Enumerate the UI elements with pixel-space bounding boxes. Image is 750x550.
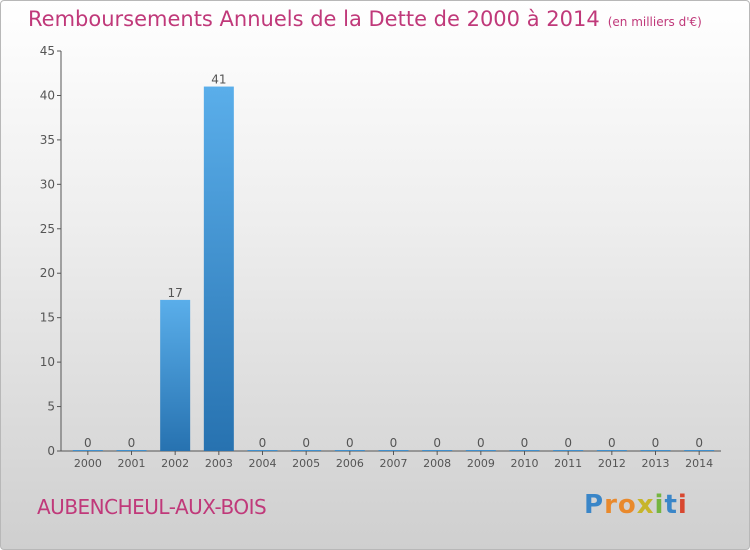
bar bbox=[203, 86, 234, 452]
data-label: 0 bbox=[564, 436, 572, 450]
chart-title: Remboursements Annuels de la Dette de 20… bbox=[28, 7, 702, 31]
data-label: 0 bbox=[128, 436, 136, 450]
chart-title-text: Remboursements Annuels de la Dette de 20… bbox=[28, 7, 600, 31]
y-tick-label: 10 bbox=[40, 355, 55, 369]
y-tick-label: 25 bbox=[40, 222, 55, 236]
data-label: 17 bbox=[168, 286, 183, 300]
y-tick-label: 15 bbox=[40, 311, 55, 325]
data-label: 0 bbox=[346, 436, 354, 450]
x-tick-label: 2014 bbox=[685, 457, 713, 470]
bar bbox=[684, 450, 715, 451]
data-label: 0 bbox=[695, 436, 703, 450]
data-label: 0 bbox=[390, 436, 398, 450]
x-axis: 2000 2001 2002 2003 2004 2005 2006 2007 2008 2009… bbox=[61, 450, 721, 470]
data-labels: 0 0 17 41 0 0 0 0 0 0 0 0 0 0 0 bbox=[84, 73, 703, 450]
y-tick-label: 35 bbox=[40, 133, 55, 147]
x-tick-label: 2006 bbox=[336, 457, 364, 470]
x-tick-label: 2001 bbox=[118, 457, 146, 470]
data-label: 0 bbox=[433, 436, 441, 450]
bar bbox=[465, 450, 496, 451]
y-tick-label: 5 bbox=[47, 400, 55, 414]
y-tick-label: 30 bbox=[40, 177, 55, 191]
data-label: 41 bbox=[211, 73, 226, 87]
y-tick-label: 20 bbox=[40, 266, 55, 280]
x-tick-label: 2007 bbox=[380, 457, 408, 470]
bar bbox=[422, 450, 453, 451]
bar bbox=[553, 450, 584, 451]
data-label: 0 bbox=[652, 436, 660, 450]
bar bbox=[596, 450, 627, 451]
data-label: 0 bbox=[521, 436, 529, 450]
data-label: 0 bbox=[84, 436, 92, 450]
x-tick-label: 2002 bbox=[161, 457, 189, 470]
x-tick-label: 2003 bbox=[205, 457, 233, 470]
proxiti-logo[interactable]: Proxiti bbox=[584, 490, 688, 520]
y-tick-label: 0 bbox=[47, 444, 55, 458]
bar bbox=[291, 450, 322, 451]
data-label: 0 bbox=[302, 436, 310, 450]
bar bbox=[247, 450, 278, 451]
bar bbox=[116, 450, 147, 451]
y-tick-label: 40 bbox=[40, 88, 55, 102]
y-tick-label: 45 bbox=[40, 44, 55, 58]
town-name: AUBENCHEUL-AUX-BOIS bbox=[37, 495, 267, 519]
bar bbox=[72, 450, 103, 451]
x-tick-label: 2011 bbox=[554, 457, 582, 470]
bar bbox=[334, 450, 365, 451]
data-label: 0 bbox=[259, 436, 267, 450]
bar bbox=[378, 450, 409, 451]
data-label: 0 bbox=[477, 436, 485, 450]
x-tick-label: 2012 bbox=[598, 457, 626, 470]
y-axis: 0 5 10 15 20 25 30 35 40 45 bbox=[40, 44, 62, 458]
bar bbox=[160, 299, 191, 451]
bars bbox=[72, 86, 715, 452]
x-tick-label: 2000 bbox=[74, 457, 102, 470]
x-tick-label: 2009 bbox=[467, 457, 495, 470]
data-label: 0 bbox=[608, 436, 616, 450]
x-tick-label: 2004 bbox=[249, 457, 277, 470]
bar bbox=[640, 450, 671, 451]
chart-title-unit: (en milliers d'€) bbox=[607, 15, 702, 29]
x-tick-label: 2010 bbox=[511, 457, 539, 470]
x-tick-label: 2013 bbox=[642, 457, 670, 470]
x-tick-label: 2008 bbox=[423, 457, 451, 470]
x-tick-label: 2005 bbox=[292, 457, 320, 470]
bar bbox=[509, 450, 540, 451]
